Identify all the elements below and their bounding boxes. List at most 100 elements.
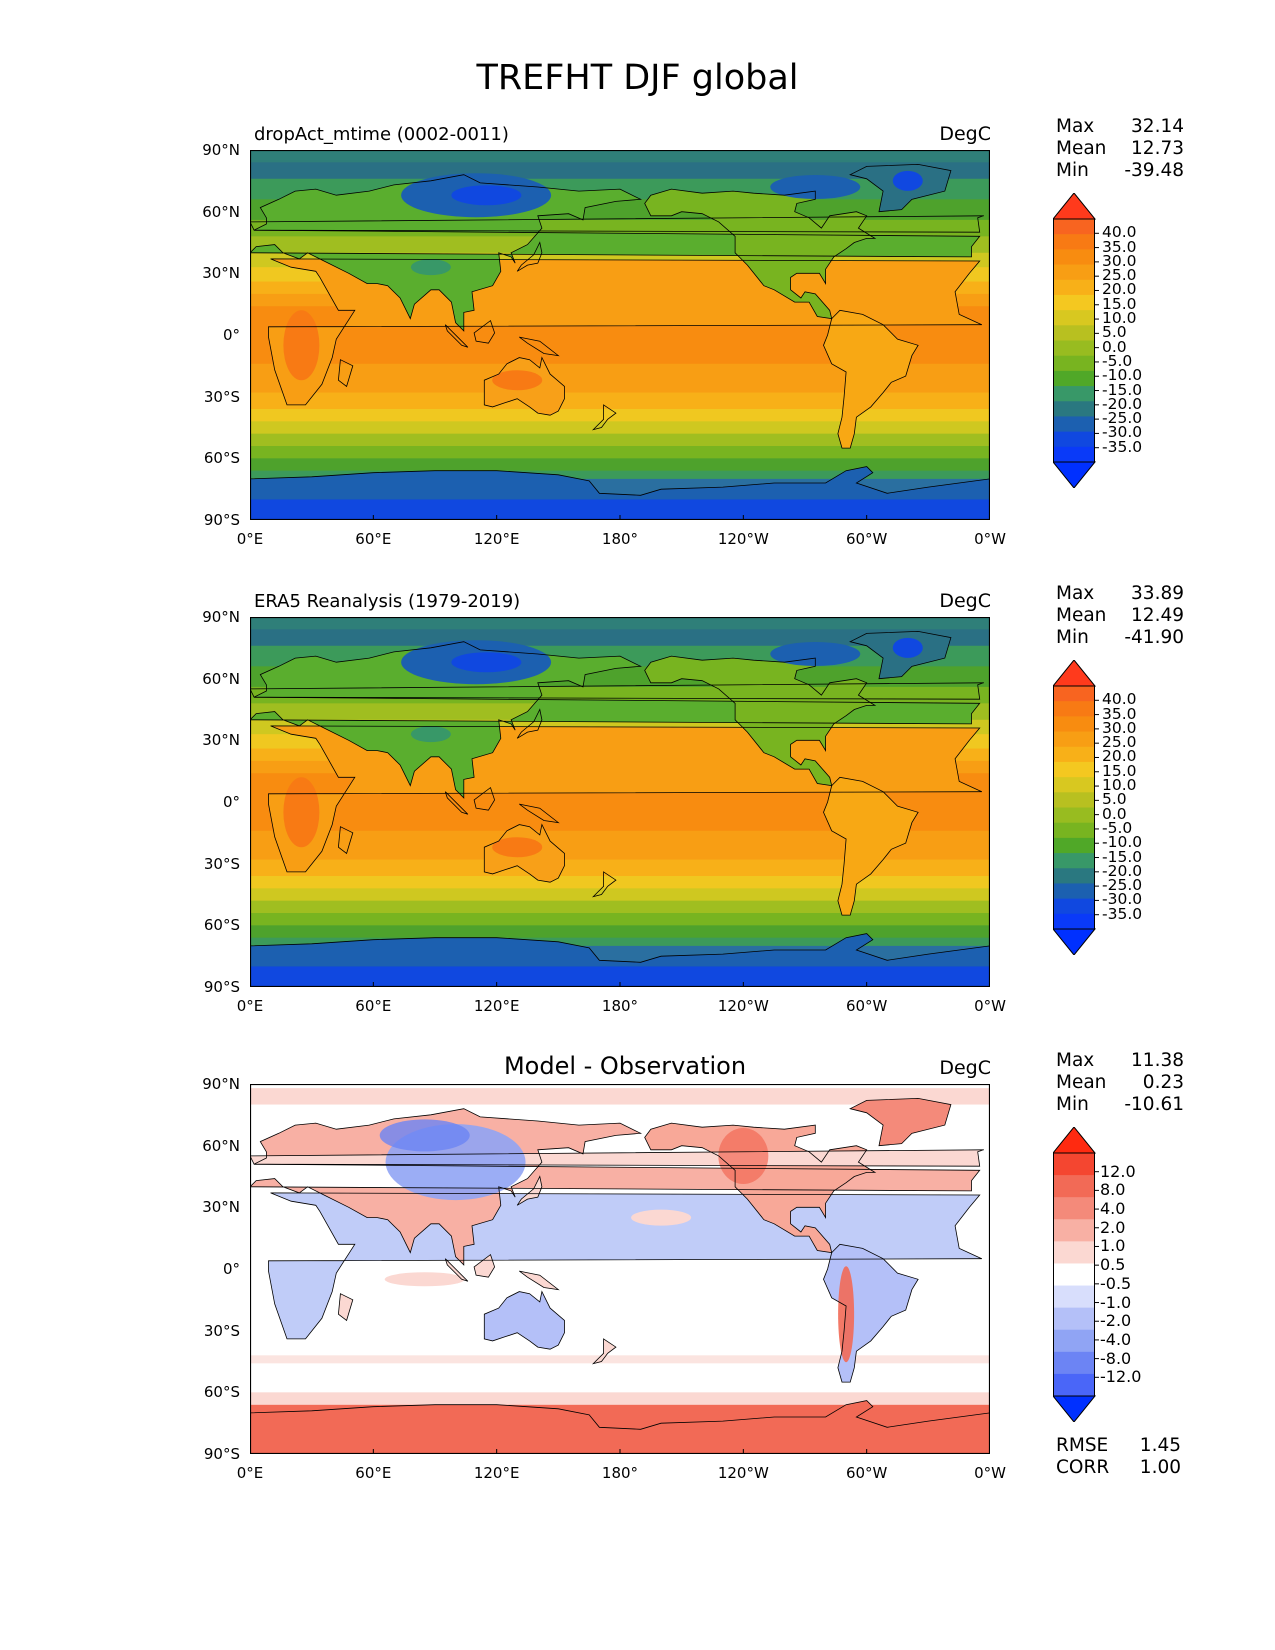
colorbar-segment	[1053, 1175, 1095, 1198]
temp-band-18	[250, 937, 990, 947]
coastline-eurasia	[250, 1108, 981, 1266]
coastline-sumatra	[444, 791, 469, 815]
coastline-eurasia	[250, 641, 981, 799]
colorbar-label: -30.0	[1102, 423, 1143, 442]
panel-3-map	[250, 1084, 990, 1454]
colorbar-segment	[1053, 792, 1095, 808]
diff-land-antarctica	[250, 1400, 990, 1454]
lon-tick-label: 120°W	[717, 1464, 769, 1482]
temp-band-0	[250, 150, 990, 163]
colorbar-label: 0.5	[1100, 1255, 1126, 1275]
lon-tick-label: 60°W	[845, 997, 888, 1015]
coastline-namerica	[644, 655, 877, 787]
colorbar-label: 0.0	[1102, 337, 1127, 356]
colorbar-label: -35.0	[1102, 904, 1143, 923]
coastline-samerica	[823, 309, 919, 449]
colorbar-segment	[1053, 219, 1095, 235]
colorbar-label: 40.0	[1102, 223, 1137, 242]
coastline-greatbritain	[250, 1149, 984, 1167]
lon-tick-label: 120°W	[717, 997, 769, 1015]
diff-land-japan	[517, 1176, 542, 1206]
temp-band-13	[250, 876, 990, 889]
lon-tick-label: 0°W	[974, 997, 1006, 1015]
panel-2-stats: Max 33.89 Mean 12.49 Min -41.90	[1056, 583, 1184, 648]
colorbar-segment	[1053, 386, 1095, 402]
temp-band-14	[250, 888, 990, 902]
colorbar-label: 1.0	[1100, 1236, 1126, 1256]
colorbar-label: -10.0	[1102, 366, 1143, 385]
colorbar-segment	[1053, 1373, 1095, 1397]
colorbar-segment	[1053, 340, 1095, 357]
coastline-borneo	[473, 1253, 496, 1278]
coastline-newguinea	[519, 1270, 560, 1291]
lon-tick-label: 180°	[601, 530, 639, 548]
lon-tick-label: 120°W	[717, 530, 769, 548]
colorbar-segment	[1053, 431, 1095, 448]
greenland-cold-core	[892, 637, 923, 658]
lat-tick-label: 90°N	[202, 608, 240, 626]
panel-3-error-stats: RMSE 1.45 CORR 1.00	[1056, 1435, 1181, 1478]
lat-tick-label: 90°S	[203, 978, 240, 996]
colorbar-segment	[1053, 416, 1095, 433]
colorbar-label: 30.0	[1102, 251, 1137, 270]
canada-cold-core	[770, 642, 861, 666]
colorbar-label: 20.0	[1102, 280, 1137, 299]
coastline-madagascar	[337, 826, 354, 855]
colorbar-segment	[1053, 807, 1095, 824]
colorbar-segment	[1053, 716, 1095, 733]
temp-band-16	[250, 913, 990, 926]
coastline-samerica	[823, 1243, 919, 1383]
colorbar-segment	[1053, 1351, 1095, 1375]
temp-band-13	[250, 409, 990, 422]
lat-tick-label: 60°N	[202, 202, 240, 221]
coastline-japan	[516, 708, 543, 739]
colorbar-label: 15.0	[1102, 294, 1137, 313]
colorbar-segment	[1053, 913, 1095, 930]
colorbar-segment	[1053, 325, 1095, 341]
panel-3-colorbar	[1053, 1127, 1099, 1422]
lat-tick-label: 30°S	[203, 854, 240, 873]
colorbar-label: 10.0	[1102, 309, 1137, 328]
canada-cold-core	[770, 175, 861, 199]
coastline-antarctica	[250, 1400, 990, 1454]
colorbar-segment	[1053, 1241, 1095, 1264]
temp-band-16	[250, 446, 990, 459]
colorbar-extend-top	[1053, 1127, 1097, 1154]
tibet-cold	[410, 259, 451, 276]
panel-2-map	[250, 617, 990, 987]
coastline-sumatra	[444, 1258, 469, 1282]
diff-southern-ocean-band	[250, 1392, 990, 1405]
lon-tick-label: 60°E	[355, 997, 392, 1015]
lon-tick-label: 120°E	[473, 997, 520, 1015]
panel-3-title: Model - Observation	[503, 1052, 747, 1080]
colorbar-segment	[1053, 898, 1095, 915]
field-land-eurasia	[250, 174, 980, 331]
colorbar-extend-bottom	[1053, 928, 1097, 955]
colorbar-segment	[1053, 883, 1095, 900]
coastline-newguinea	[519, 803, 560, 824]
colorbar-label: -30.0	[1102, 890, 1143, 909]
colorbar-label: -4.0	[1100, 1329, 1132, 1349]
lon-tick-label: 180°	[601, 1464, 639, 1482]
colorbar-segment	[1053, 446, 1095, 463]
colorbar-frame	[1053, 1152, 1095, 1397]
colorbar-segment	[1053, 1285, 1095, 1309]
colorbar-segment	[1053, 1197, 1095, 1220]
colorbar-label: -15.0	[1102, 380, 1143, 399]
lat-tick-label: 60°S	[203, 1383, 240, 1402]
colorbar-label: 0.0	[1102, 804, 1127, 823]
coastline-nz	[591, 1338, 617, 1365]
colorbar-label: 25.0	[1102, 733, 1137, 752]
colorbar-label: 35.0	[1102, 237, 1137, 256]
colorbar-label: 40.0	[1102, 690, 1137, 709]
lat-tick-label: 30°S	[203, 387, 240, 406]
colorbar-segment	[1053, 294, 1095, 311]
panel-1-map	[250, 150, 990, 520]
temp-band-12	[250, 392, 990, 410]
colorbar-extend-bottom	[1053, 1395, 1097, 1422]
coastline-eurasia	[250, 174, 981, 332]
coastline-australia	[483, 823, 565, 883]
colorbar-label: 4.0	[1100, 1199, 1126, 1219]
diff-siberia-core	[379, 1119, 470, 1152]
panel-3-units: DegC	[939, 1057, 991, 1079]
